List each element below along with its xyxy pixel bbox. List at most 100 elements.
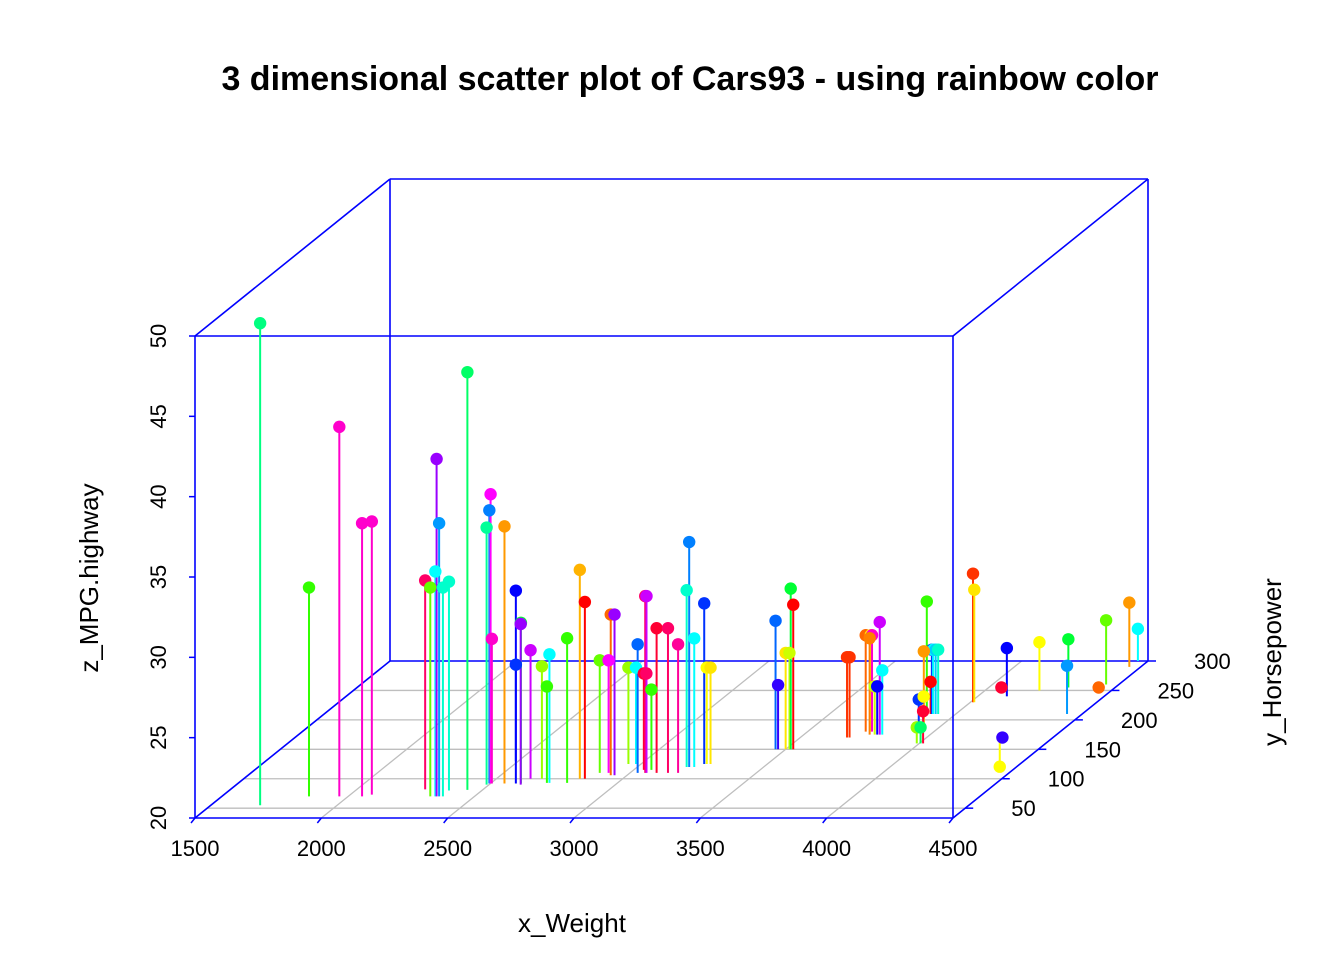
grid-line-x (826, 660, 1023, 819)
data-points (253, 317, 1145, 773)
data-point (916, 705, 930, 718)
data-point (365, 515, 379, 528)
data-point (650, 622, 663, 635)
data-point (429, 565, 442, 578)
data-point (769, 614, 782, 627)
data-point (540, 680, 554, 693)
data-point (573, 563, 587, 577)
data-point (608, 608, 621, 621)
data-point (302, 581, 316, 594)
data-point (784, 582, 797, 595)
data-point (1131, 622, 1145, 636)
box-edge (194, 660, 391, 819)
data-point (843, 650, 856, 664)
data-point (876, 664, 889, 677)
y-tick-label: 200 (1121, 708, 1158, 733)
data-point (602, 654, 615, 667)
data-point (640, 589, 653, 603)
chart-title: 3 dimensional scatter plot of Cars93 - u… (221, 60, 1158, 98)
z-tick-label: 35 (146, 565, 171, 589)
x-tick-mark (695, 817, 701, 824)
data-point (698, 597, 711, 610)
data-point (1033, 636, 1046, 649)
x-tick-mark (316, 817, 322, 824)
z-tick-label: 20 (146, 806, 171, 830)
x-tick-mark (948, 817, 954, 824)
data-point (509, 584, 523, 597)
y-tick-label: 150 (1084, 737, 1121, 762)
data-point (771, 678, 785, 692)
drop-lines (259, 323, 1139, 806)
data-point (485, 632, 499, 646)
data-point (966, 567, 980, 580)
y-tick-label: 300 (1194, 649, 1231, 674)
data-point (863, 631, 876, 645)
data-point (914, 721, 927, 734)
y-tick-label: 250 (1157, 678, 1194, 703)
data-point (917, 645, 931, 658)
z-tick-label: 50 (146, 324, 171, 348)
data-point (461, 365, 474, 379)
data-point (253, 317, 267, 330)
data-point (873, 615, 886, 629)
bounding-box (194, 178, 1149, 819)
axis-ticks: 1500 2000 2500 3000 3500 4000 4500 20 25 30 35 40 45… (146, 324, 1231, 861)
grid-line-x (573, 660, 770, 819)
data-point (524, 644, 537, 657)
data-point (1062, 633, 1075, 646)
x-tick-label: 4000 (802, 836, 851, 861)
data-point (560, 632, 574, 645)
grid-line-x (320, 660, 517, 819)
data-point (688, 632, 701, 645)
grid-line-x (699, 660, 896, 819)
data-point (671, 638, 685, 651)
z-tick-label: 45 (146, 404, 171, 428)
data-point (593, 654, 606, 667)
x-tick-mark (822, 817, 828, 824)
data-point (787, 598, 800, 611)
data-point (355, 517, 369, 530)
x-tick-label: 2500 (423, 836, 472, 861)
data-point (1123, 596, 1136, 609)
data-point (535, 660, 549, 673)
data-point (993, 760, 1006, 773)
data-point (968, 583, 981, 596)
data-point (920, 595, 934, 608)
data-point (333, 420, 346, 434)
y-tick-label: 50 (1011, 796, 1035, 821)
data-point (682, 535, 696, 549)
data-point (543, 648, 556, 661)
data-point (430, 452, 443, 466)
z-tick-label: 25 (146, 725, 171, 749)
data-point (931, 643, 945, 656)
data-point (996, 731, 1009, 744)
z-tick-label: 40 (146, 484, 171, 508)
data-point (483, 504, 496, 517)
y-axis-label: y_Horsepower (1257, 578, 1287, 746)
x-tick-label: 2000 (297, 836, 346, 861)
box-edge (952, 178, 1149, 337)
data-point (640, 667, 653, 680)
data-point (1092, 681, 1105, 694)
x-tick-label: 3000 (550, 836, 599, 861)
data-point (661, 622, 675, 635)
data-point (498, 520, 511, 533)
data-point (480, 521, 493, 534)
data-point (436, 581, 450, 594)
data-point (509, 658, 523, 671)
data-point (917, 690, 930, 703)
data-point (995, 681, 1008, 694)
data-point (578, 595, 592, 609)
data-point (631, 638, 644, 651)
z-tick-label: 30 (146, 645, 171, 669)
x-tick-mark (569, 817, 575, 824)
data-point (484, 488, 497, 501)
x-tick-mark (443, 817, 449, 824)
data-point (704, 661, 717, 674)
box-edge (194, 178, 391, 337)
box-edge (952, 660, 1149, 819)
data-point (1000, 641, 1014, 655)
x-tick-label: 3500 (676, 836, 725, 861)
data-point (871, 680, 884, 693)
